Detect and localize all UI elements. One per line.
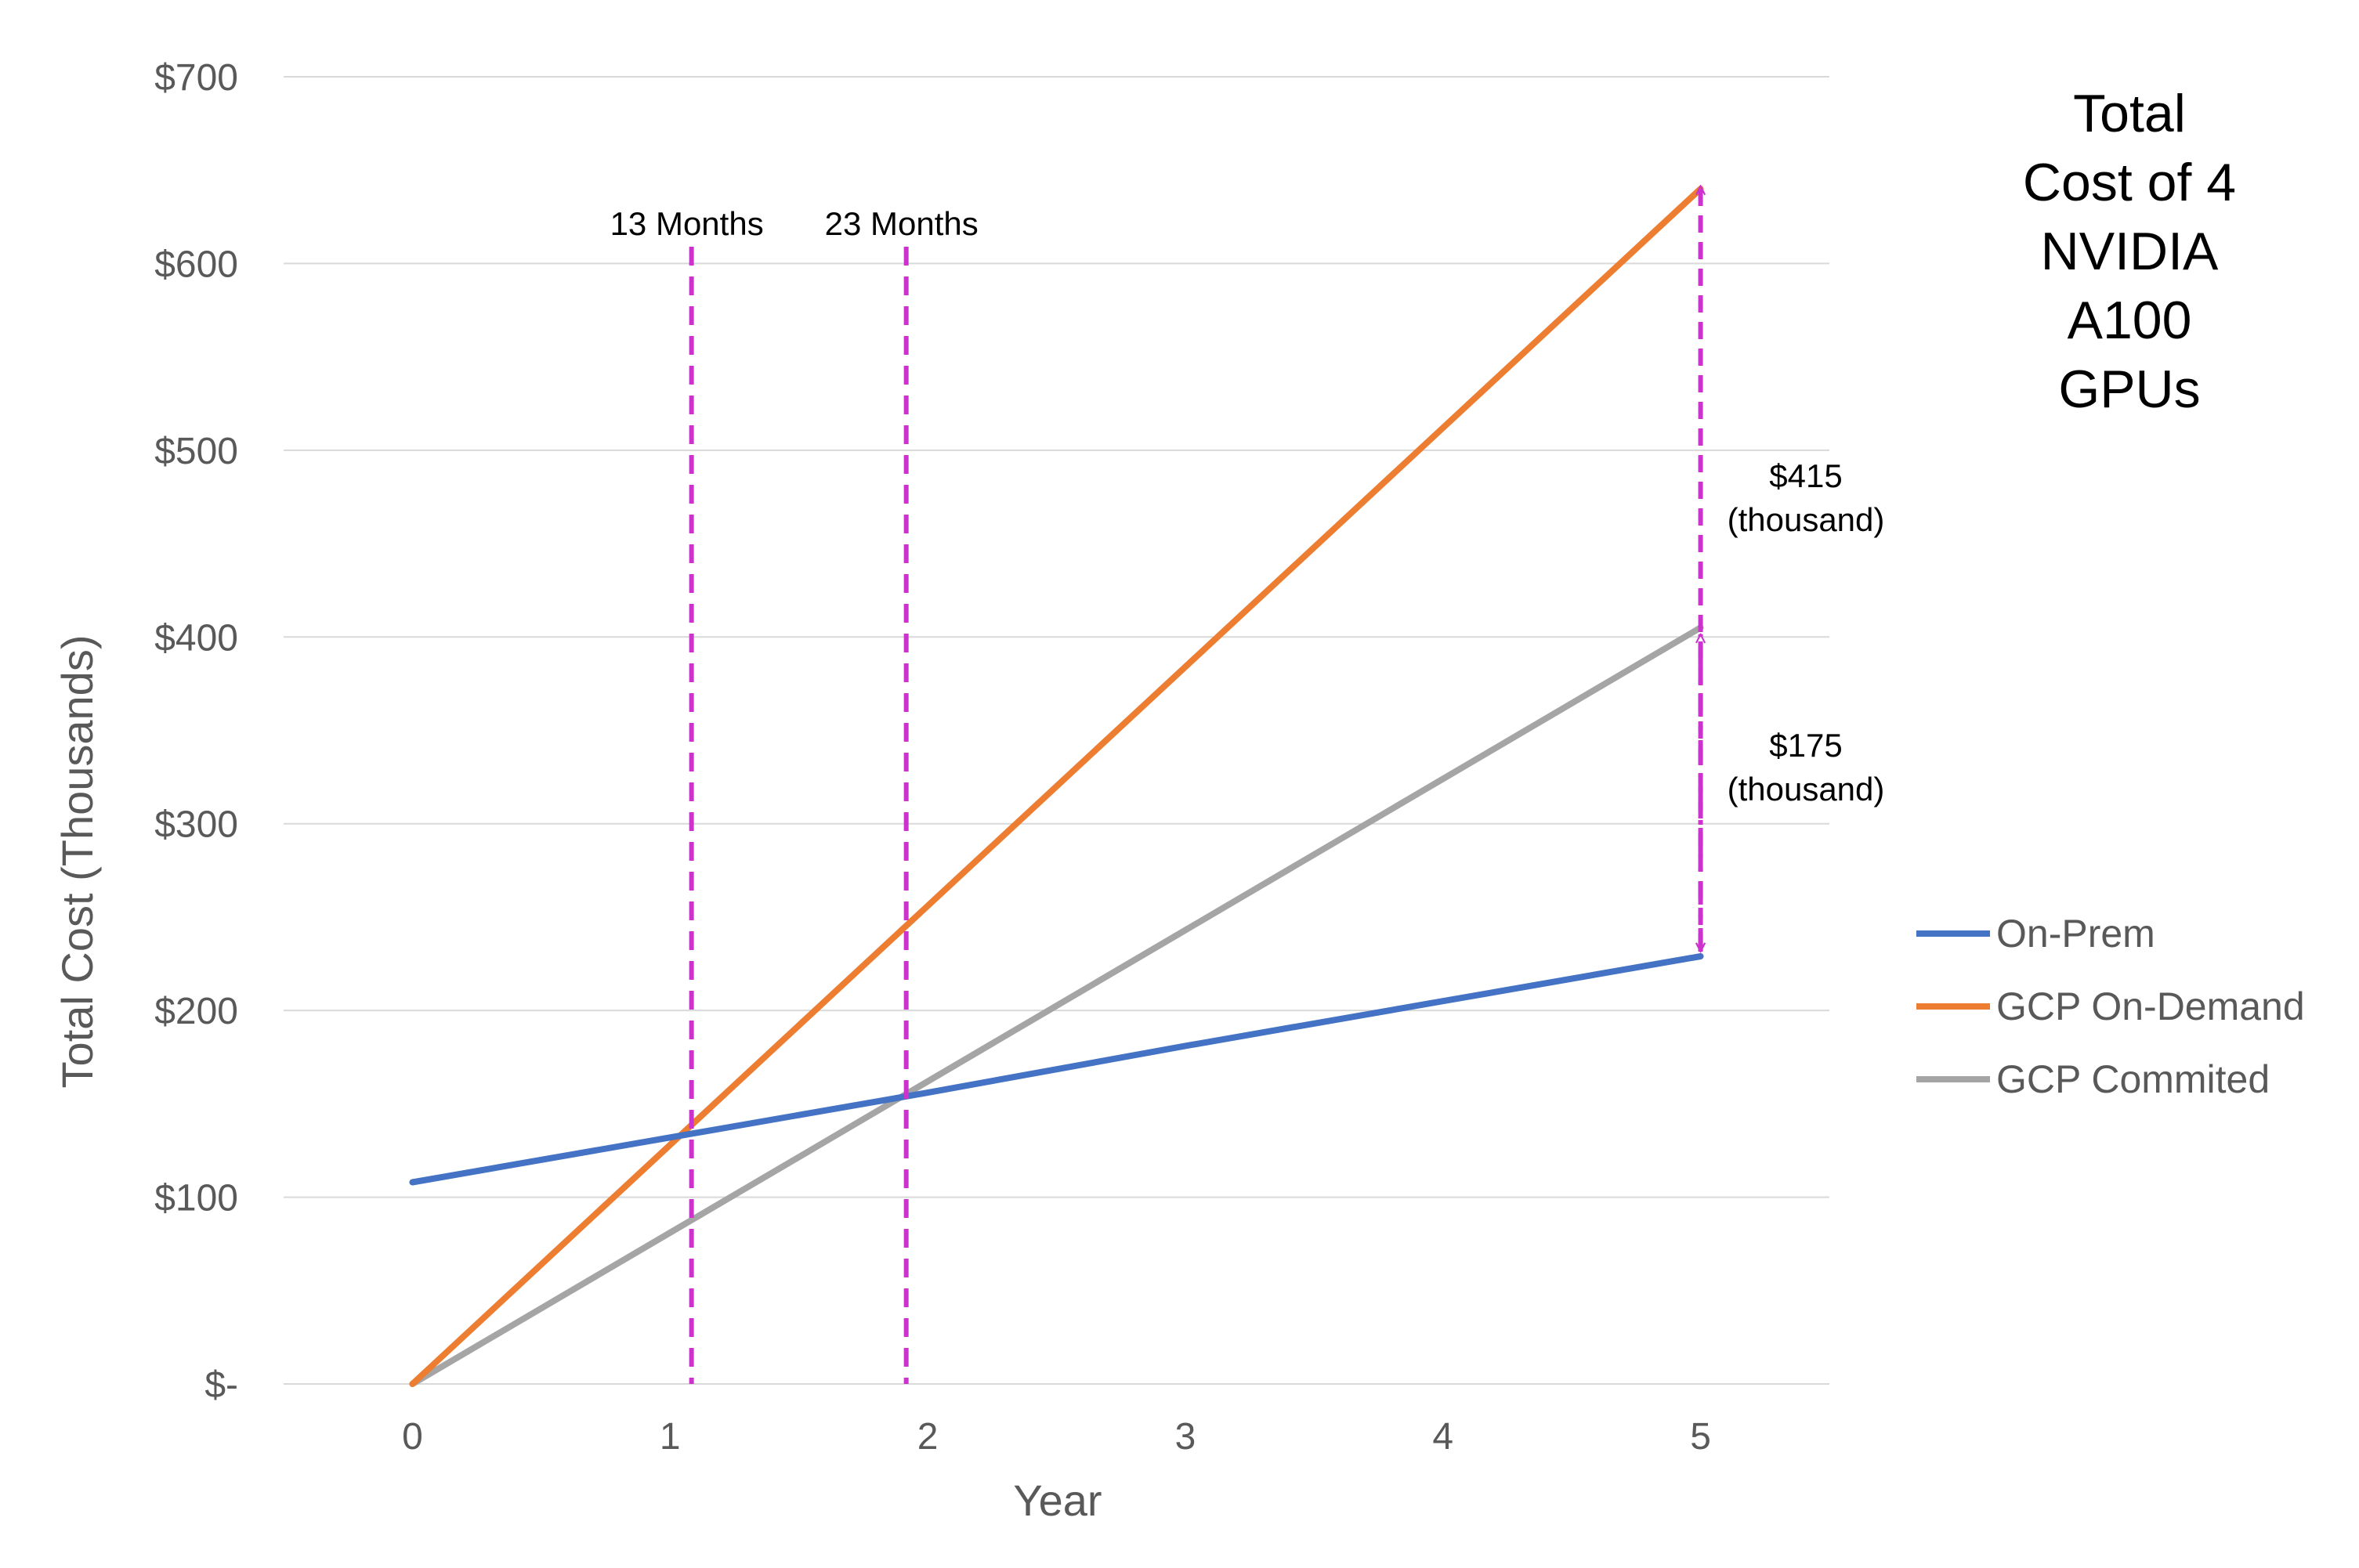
y-axis-title: Total Cost (Thousands): [52, 635, 102, 1089]
gap-label: (thousand): [1728, 501, 1885, 538]
month-marker-label: 23 Months: [825, 205, 979, 242]
month-marker-label: 13 Months: [610, 205, 764, 242]
gap-label: $415: [1769, 457, 1842, 494]
legend: On-Prem GCP On-Demand GCP Commited: [1916, 912, 2305, 1101]
y-tick-label: $700: [154, 57, 238, 99]
chart-title-line: NVIDIA: [2041, 222, 2219, 281]
y-tick-label: $500: [154, 431, 238, 472]
legend-label: GCP On-Demand: [1996, 985, 2305, 1028]
month-markers: 13 Months 23 Months: [610, 205, 979, 1384]
series-lines: [409, 186, 1704, 1387]
y-axis-ticks: $- $100 $200 $300 $400 $500 $600 $700: [154, 57, 238, 1406]
chart-title-line: Cost of 4: [2023, 153, 2236, 212]
x-axis-title: Year: [1013, 1476, 1102, 1525]
x-tick-label: 4: [1432, 1416, 1453, 1458]
chart-title-line: A100: [2068, 291, 2192, 350]
chart-title: Total Cost of 4 NVIDIA A100 GPUs: [2023, 84, 2236, 419]
y-tick-label: $100: [154, 1178, 238, 1219]
legend-label: GCP Commited: [1996, 1057, 2270, 1101]
y-tick-label: $400: [154, 617, 238, 659]
gap-label: (thousand): [1728, 771, 1885, 807]
series-line: [409, 186, 1704, 1387]
x-tick-label: 0: [402, 1416, 423, 1458]
x-tick-label: 3: [1175, 1416, 1196, 1458]
x-axis-ticks: 0 1 2 3 4 5: [402, 1416, 1711, 1458]
chart-title-line: GPUs: [2058, 359, 2200, 419]
series-line: [409, 952, 1704, 1186]
gap-label: $175: [1769, 727, 1842, 764]
x-tick-label: 1: [660, 1416, 681, 1458]
gap-annotations: $415 (thousand) $175 (thousand): [1701, 186, 1885, 952]
gridlines: [284, 76, 1829, 1385]
legend-label: On-Prem: [1996, 912, 2155, 956]
series-line: [409, 624, 1704, 1387]
x-tick-label: 5: [1690, 1416, 1711, 1458]
y-tick-label: $200: [154, 991, 238, 1032]
y-tick-label: $600: [154, 244, 238, 285]
x-tick-label: 2: [917, 1416, 939, 1458]
y-tick-label: $300: [154, 804, 238, 846]
y-tick-label: $-: [204, 1364, 238, 1406]
chart-title-line: Total: [2073, 84, 2186, 143]
